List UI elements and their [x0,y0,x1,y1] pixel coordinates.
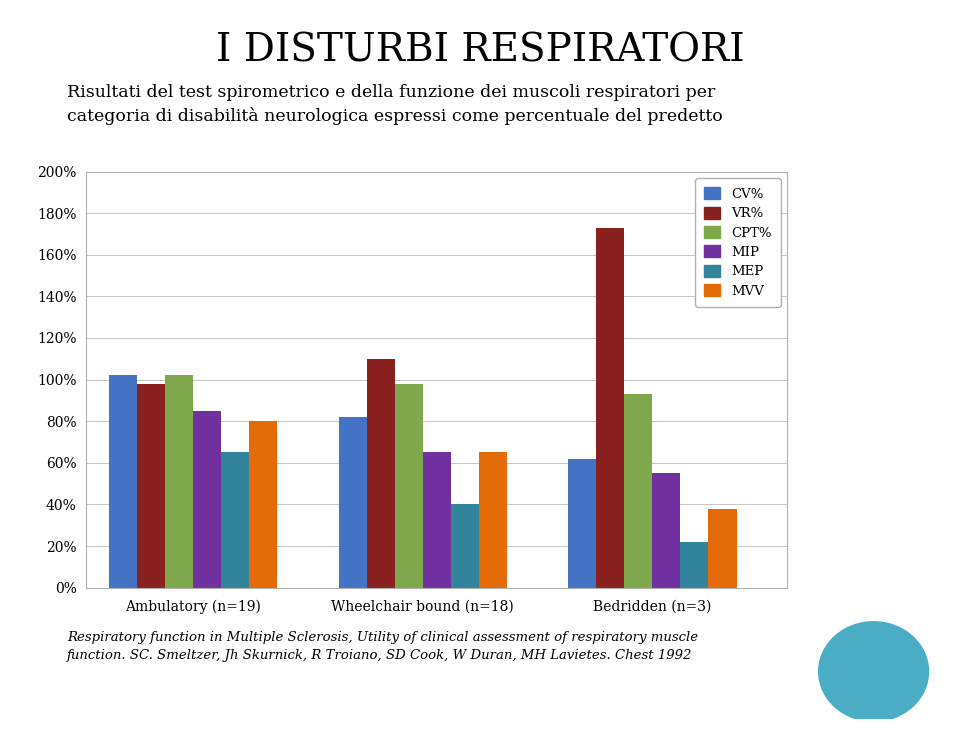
Circle shape [819,622,928,721]
Bar [137,384,165,588]
Bar [451,504,479,588]
Bar [479,453,507,588]
Bar [339,417,367,588]
Bar [165,375,193,588]
Bar [652,473,681,588]
Bar [568,458,596,588]
Bar [596,228,624,588]
Bar [395,384,422,588]
Legend: CV%, VR%, CPT%, MIP, MEP, MVV: CV%, VR%, CPT%, MIP, MEP, MVV [695,178,780,307]
Bar [624,394,652,588]
Bar [422,453,451,588]
Bar [681,542,708,588]
Bar [708,509,736,588]
Bar [193,411,222,588]
Text: Risultati del test spirometrico e della funzione dei muscoli respiratori per
cat: Risultati del test spirometrico e della … [67,84,723,125]
Text: Respiratory function in Multiple Sclerosis, Utility of clinical assessment of re: Respiratory function in Multiple Scleros… [67,631,698,662]
Bar [222,453,250,588]
Bar [367,359,395,588]
Bar [250,421,277,588]
Text: I DISTURBI RESPIRATORI: I DISTURBI RESPIRATORI [216,33,744,70]
Bar [109,375,137,588]
